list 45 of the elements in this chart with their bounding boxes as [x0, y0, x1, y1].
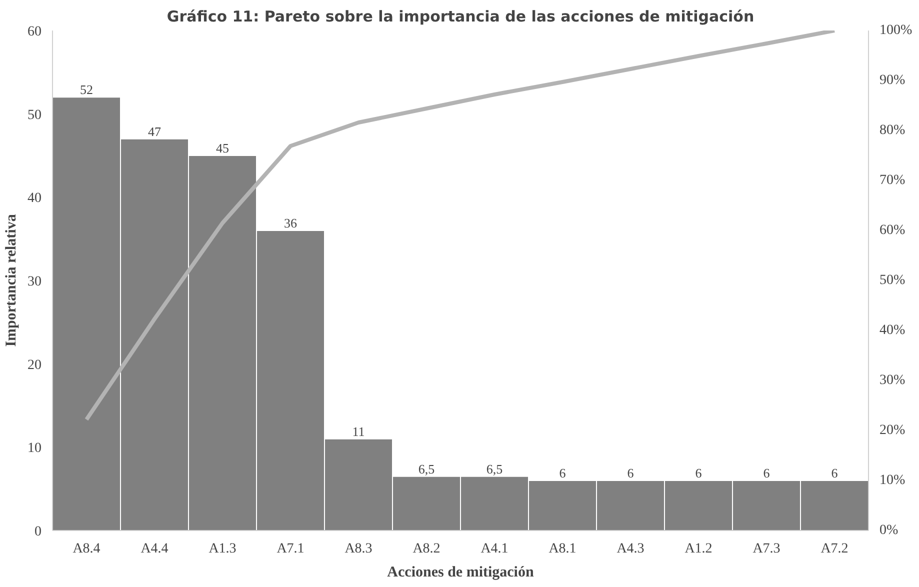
x-axis-title: Acciones de mitigación	[387, 564, 534, 580]
y-axis-title: Importancia relativa	[4, 214, 20, 347]
x-tick-label: A8.2	[412, 542, 440, 556]
y2-tick-label: 0%	[880, 523, 898, 538]
x-tick-label: A8.4	[72, 542, 100, 556]
y-tick-label: 30	[28, 274, 42, 290]
data-label: 6,5	[486, 461, 503, 476]
x-tick-label: A7.2	[820, 542, 848, 556]
data-label: 47	[148, 124, 162, 139]
data-label: 52	[80, 82, 93, 98]
x-tick-label: A8.1	[548, 542, 576, 556]
y2-tick-label: 70%	[880, 173, 906, 188]
y-tick-label: 20	[28, 358, 42, 373]
data-label: 6	[627, 466, 634, 480]
x-tick-label: A1.2	[684, 542, 712, 556]
x-tick-label: A7.1	[276, 542, 304, 556]
data-label: 6	[695, 466, 702, 480]
y-tick-label: 50	[28, 108, 42, 123]
data-label: 6	[559, 466, 566, 480]
data-label: 36	[284, 216, 298, 230]
data-label: 45	[216, 140, 229, 156]
x-tick-label: A4.4	[140, 542, 168, 556]
y2-tick-label: 10%	[880, 473, 906, 488]
y2-tick-label: 20%	[880, 423, 906, 438]
y2-tick-label: 80%	[880, 123, 906, 138]
x-tick-label: A4.1	[480, 542, 508, 556]
y2-tick-label: 50%	[880, 273, 906, 288]
y2-tick-label: 30%	[880, 373, 906, 388]
y2-tick-label: 60%	[880, 223, 906, 238]
x-tick-label: A1.3	[208, 542, 236, 556]
y2-tick-label: 100%	[880, 23, 912, 38]
x-tick-label: A7.3	[752, 542, 780, 556]
y2-tick-label: 90%	[880, 73, 906, 88]
data-label: 11	[352, 424, 365, 439]
y2-tick-label: 40%	[880, 323, 906, 338]
chart-title: Gráfico 11: Pareto sobre la importancia de las acciones de mitigación	[166, 8, 754, 26]
x-tick-label: A4.3	[616, 542, 644, 556]
y-tick-label: 60	[28, 24, 42, 40]
y-tick-label: 0	[34, 524, 42, 540]
x-tick-label: A8.3	[344, 542, 372, 556]
y-tick-label: 40	[28, 191, 42, 206]
data-label: 6,5	[418, 461, 435, 476]
data-label: 6	[831, 466, 838, 480]
y-tick-label: 10	[28, 441, 42, 456]
data-label: 6	[763, 466, 770, 480]
